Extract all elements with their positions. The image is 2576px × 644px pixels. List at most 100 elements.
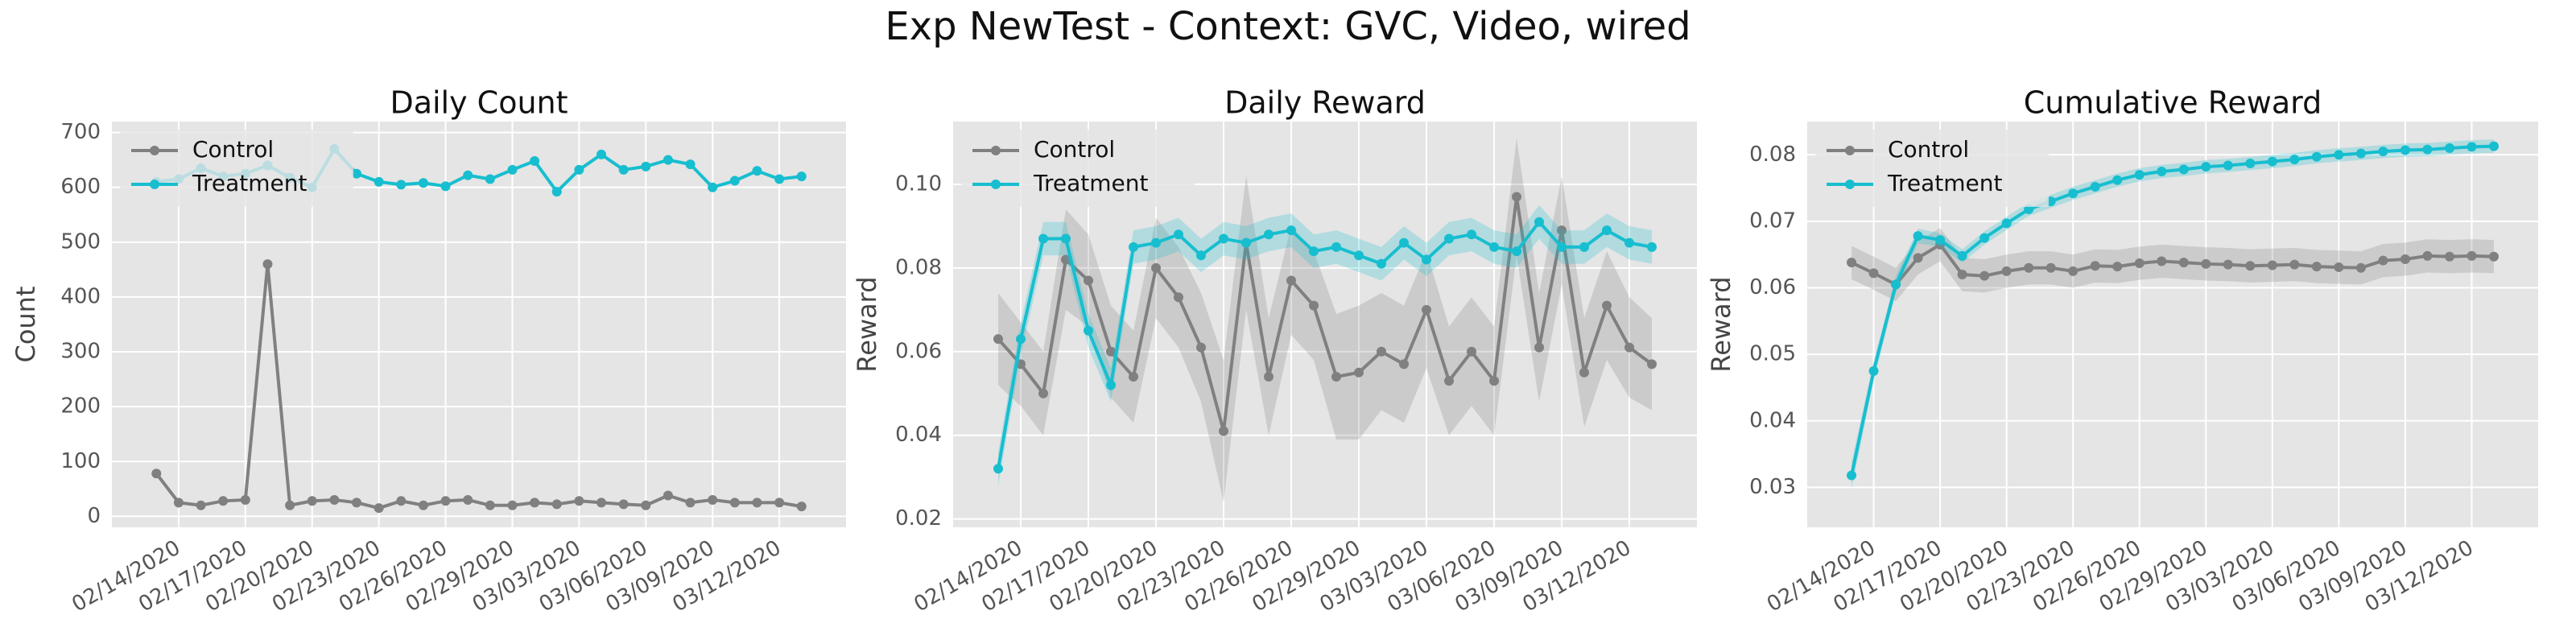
data-point [2334,150,2344,160]
data-point [374,503,384,514]
data-point [2046,262,2056,273]
data-point [1624,237,1634,248]
y-tick-label: 200 [60,394,101,419]
data-point [1106,380,1116,390]
legend-marker [991,180,1001,189]
data-point [1309,300,1319,311]
data-point [1935,235,1946,246]
confidence-band [998,138,1652,502]
y-tick-label: 0.06 [1749,275,1796,299]
data-point [307,496,317,506]
data-point [2024,262,2034,273]
data-point [1913,231,1923,242]
legend-label: Treatment [1887,170,2002,196]
data-point [1957,270,1967,280]
data-point [2157,256,2167,266]
data-point [2400,145,2410,155]
data-point [1286,225,1296,236]
data-point [2068,188,2079,199]
data-point [485,174,495,184]
data-point [196,500,206,510]
data-point [463,494,473,505]
y-tick-label: 0.04 [895,423,942,447]
data-point [418,500,428,510]
data-point [685,159,696,170]
data-point [1038,388,1048,398]
data-point [618,164,629,175]
data-point [1399,359,1409,369]
panel: Daily RewardReward0.020.040.060.080.1002… [852,85,1697,617]
data-point [2090,181,2100,192]
data-point [530,497,540,508]
legend-box [120,130,353,207]
data-point [1602,300,1612,311]
data-point [1038,233,1048,244]
data-point [1016,334,1026,345]
data-point [1847,258,1857,268]
data-point [2467,142,2477,152]
data-point [262,259,273,270]
data-point [2355,262,2366,273]
data-point [2289,155,2300,165]
data-point [2134,258,2145,268]
data-point [1847,470,1857,481]
data-point [485,500,495,510]
data-point [663,490,673,501]
data-point [1868,268,1879,279]
legend-box [961,130,1195,207]
data-point [2178,164,2189,175]
data-point [151,469,162,479]
data-point [685,497,696,508]
data-point [1467,229,1476,240]
data-point [1084,325,1093,336]
data-point [1354,250,1364,261]
y-tick-label: 0.08 [1749,142,1796,167]
data-point [1331,371,1341,382]
data-point [1399,237,1409,248]
data-point [329,494,340,505]
data-point [1061,254,1071,265]
data-point [1444,376,1454,386]
data-point [1647,359,1657,369]
data-point [1534,217,1544,227]
data-point [796,502,807,512]
data-point [663,155,673,165]
data-point [1377,258,1386,269]
data-point [597,497,606,508]
data-point [2488,251,2499,262]
data-point [463,170,473,180]
series-line [997,219,1653,469]
data-point [2422,144,2433,155]
y-tick-label: 0.02 [895,506,942,530]
data-point [796,171,807,182]
data-point [1579,242,1589,252]
data-point [2001,266,2012,276]
panel-title: Cumulative Reward [2024,85,2322,121]
data-point [1174,229,1183,240]
data-point [708,182,718,192]
data-point [1129,242,1138,252]
data-point [574,164,584,175]
data-point [2267,260,2277,270]
data-point [418,178,428,188]
y-tick-label: 0.04 [1749,408,1796,432]
data-point [1557,225,1567,236]
data-point [396,180,407,190]
data-point [2024,204,2034,215]
data-point [285,500,295,510]
data-point [2311,262,2322,272]
panel: Cumulative Reward Reward 0.03 0.04 0.05 0.06 0… [1706,85,2538,617]
data-point [2157,166,2167,176]
data-point [1196,250,1206,261]
data-point [2223,160,2233,171]
data-point [2267,156,2277,167]
y-tick-label: 0.06 [895,339,942,363]
data-point [440,496,451,506]
data-point [1241,237,1251,248]
legend-marker [1845,180,1855,189]
data-point [551,499,562,510]
data-point [618,499,629,510]
data-point [1219,233,1228,244]
data-point [1602,225,1612,236]
data-point [396,496,407,506]
